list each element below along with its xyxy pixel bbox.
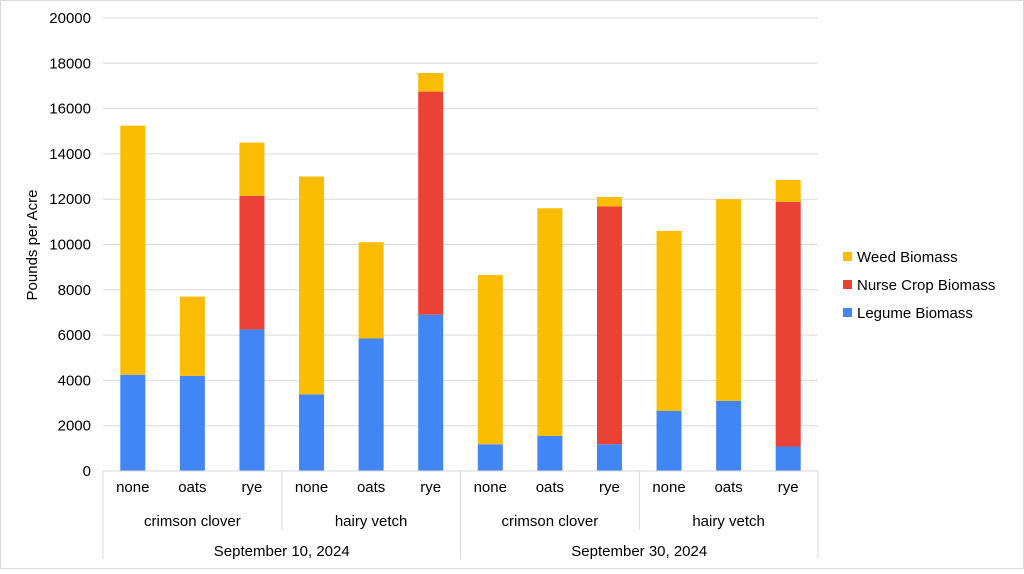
x-tick-label: oats [714, 479, 742, 496]
legend: Weed Biomass Nurse Crop Biomass Legume Bio… [843, 249, 995, 322]
x-tick-label: rye [242, 479, 263, 496]
bar-weed-biomass [179, 296, 205, 376]
x-tick-label: none [116, 479, 149, 496]
axes: 0 2000 4000 6000 8000 10000 12000 14000 16000 180… [49, 10, 819, 560]
bar-nurse-crop-biomass [418, 91, 444, 315]
y-tick-label: 2000 [58, 418, 91, 435]
y-tick-label: 12000 [49, 191, 91, 208]
bars [120, 73, 801, 471]
legend-label: Nurse Crop Biomass [857, 277, 995, 294]
bar-legume-biomass [299, 394, 325, 471]
bar-weed-biomass [775, 179, 801, 202]
bar-legume-biomass [239, 329, 265, 471]
bar-legume-biomass [418, 314, 444, 471]
y-tick-label: 14000 [49, 146, 91, 163]
bar-legume-biomass [179, 375, 205, 471]
legend-label: Weed Biomass [857, 249, 958, 266]
y-tick-label: 16000 [49, 101, 91, 118]
x-tick-label: none [295, 479, 328, 496]
y-tick-label: 10000 [49, 237, 91, 254]
x-group-label: crimson clover [144, 513, 241, 530]
y-axis-label: Pounds per Acre [24, 190, 41, 301]
x-tick-label: none [652, 479, 685, 496]
legend-swatch [843, 252, 852, 261]
bar-weed-biomass [299, 176, 325, 395]
y-tick-label: 20000 [49, 10, 91, 27]
bar-legume-biomass [716, 400, 742, 471]
y-tick-label: 6000 [58, 327, 91, 344]
bar-weed-biomass [358, 242, 384, 339]
x-tick-label: rye [778, 479, 799, 496]
x-group-label: hairy vetch [335, 513, 408, 530]
bar-weed-biomass [239, 142, 265, 196]
bar-weed-biomass [477, 275, 503, 445]
bar-nurse-crop-biomass [239, 195, 265, 330]
x-tick-label: rye [599, 479, 620, 496]
y-tick-label: 4000 [58, 372, 91, 389]
bar-weed-biomass [716, 199, 742, 401]
x-outer-group-label: September 30, 2024 [571, 543, 707, 560]
bar-weed-biomass [418, 73, 444, 92]
bar-weed-biomass [656, 230, 682, 411]
y-tick-label: 8000 [58, 282, 91, 299]
x-group-label: hairy vetch [692, 513, 765, 530]
bar-legume-biomass [120, 374, 146, 471]
bar-legume-biomass [775, 446, 801, 471]
bar-legume-biomass [537, 435, 563, 471]
legend-label: Legume Biomass [857, 305, 973, 322]
x-tick-label: rye [420, 479, 441, 496]
bar-weed-biomass [596, 196, 622, 207]
x-tick-label: oats [357, 479, 385, 496]
y-tick-label: 18000 [49, 55, 91, 72]
bar-nurse-crop-biomass [596, 206, 622, 445]
legend-swatch [843, 308, 852, 317]
x-outer-group-label: September 10, 2024 [214, 543, 350, 560]
bar-weed-biomass [537, 208, 563, 436]
x-tick-label: none [474, 479, 507, 496]
y-tick-label: 0 [83, 463, 91, 480]
x-tick-label: oats [178, 479, 206, 496]
bar-weed-biomass [120, 125, 146, 375]
bar-legume-biomass [656, 410, 682, 471]
x-tick-label: oats [536, 479, 564, 496]
bar-nurse-crop-biomass [775, 201, 801, 447]
legend-swatch [843, 280, 852, 289]
bar-legume-biomass [477, 444, 503, 471]
x-group-label: crimson clover [502, 513, 599, 530]
bar-legume-biomass [358, 338, 384, 471]
bar-legume-biomass [596, 444, 622, 471]
